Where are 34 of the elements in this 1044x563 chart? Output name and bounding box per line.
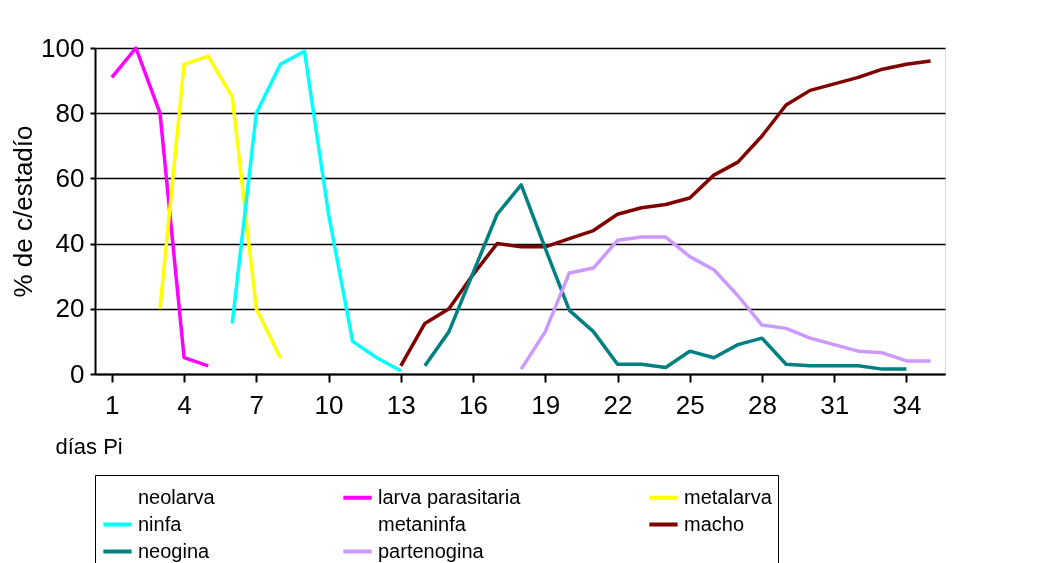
line-series xyxy=(230,49,403,373)
line-series xyxy=(110,46,210,368)
legend-label: macho xyxy=(684,512,745,535)
x-tick-label: 28 xyxy=(748,389,777,420)
x-axis-title: días Pi xyxy=(55,433,123,459)
y-tick-label: 80 xyxy=(55,97,85,128)
x-tick-label: 13 xyxy=(386,389,416,420)
legend-label: neogina xyxy=(138,539,211,562)
line-series xyxy=(423,183,909,371)
line-series xyxy=(158,54,283,360)
line-series xyxy=(399,59,933,368)
x-tick-label: 19 xyxy=(531,389,561,420)
x-tick-label: 7 xyxy=(249,389,265,420)
legend-label: larva parasitaria xyxy=(378,485,522,508)
legend-label: ninfa xyxy=(138,512,183,535)
x-tick-label: 1 xyxy=(105,389,120,420)
text: neolarva xyxy=(138,485,216,508)
y-tick-label: 100 xyxy=(41,32,85,63)
line-series xyxy=(519,235,933,371)
x-tick-label: 10 xyxy=(314,389,344,420)
legend-label: partenogina xyxy=(378,539,485,562)
y-tick-label: 60 xyxy=(55,162,85,193)
x-tick-label: 31 xyxy=(820,389,850,420)
y-tick-label: 40 xyxy=(55,228,85,259)
x-tick-label: 16 xyxy=(459,389,489,420)
x-tick-label: 25 xyxy=(675,389,705,420)
y-tick-label: 20 xyxy=(55,293,85,324)
y-tick-label: 0 xyxy=(70,358,85,389)
y-axis-title: % de c/estadío xyxy=(8,125,39,298)
text: metaninfa xyxy=(378,512,467,535)
x-tick-label: 22 xyxy=(603,389,633,420)
x-tick-label: 34 xyxy=(892,389,922,420)
legend-label: metalarva xyxy=(684,485,773,508)
x-tick-label: 4 xyxy=(177,389,192,420)
